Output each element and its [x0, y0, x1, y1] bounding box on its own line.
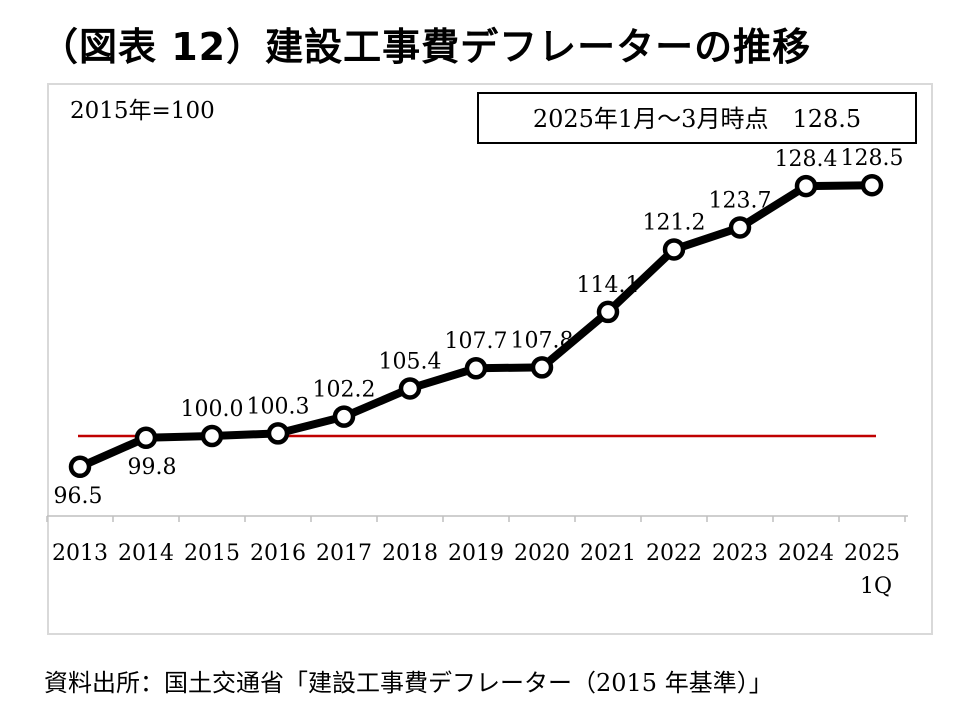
data-label: 114.1 — [577, 273, 640, 298]
x-tick-label: 2017 — [316, 541, 372, 566]
data-point — [794, 174, 818, 198]
data-label: 96.5 — [54, 484, 103, 509]
data-label: 105.4 — [379, 349, 442, 374]
data-label: 99.8 — [128, 455, 177, 480]
data-label: 121.2 — [643, 210, 706, 235]
data-point — [332, 405, 356, 428]
x-tick-label: 2019 — [448, 541, 504, 566]
data-label: 100.3 — [247, 394, 310, 419]
chart-frame — [47, 83, 933, 635]
data-point — [530, 356, 554, 379]
data-label: 107.7 — [445, 329, 508, 354]
x-tick-label: 2025 1Q — [844, 541, 900, 599]
x-tick-label: 2023 — [712, 541, 768, 566]
base-note: 2015年=100 — [70, 98, 215, 124]
data-label: 107.8 — [511, 328, 574, 353]
source-note: 資料出所：国土交通省「建設工事費デフレーター（2015 年基準）」 — [44, 669, 773, 697]
x-tick-label: 2024 — [778, 541, 834, 566]
x-tick-label: 2014 — [118, 541, 174, 566]
data-point — [662, 238, 686, 261]
data-point — [398, 377, 422, 400]
data-label: 100.0 — [181, 397, 244, 422]
data-point — [134, 426, 158, 450]
callout-box — [477, 92, 917, 144]
data-point — [860, 173, 884, 197]
data-point — [596, 300, 620, 324]
data-label: 128.5 — [841, 146, 904, 171]
x-tick-label: 2013 — [52, 541, 108, 566]
data-label: 123.7 — [709, 188, 772, 213]
x-tick-label: 2016 — [250, 541, 306, 566]
data-label: 102.2 — [313, 378, 376, 403]
x-tick-label: 2020 — [514, 541, 570, 566]
data-point — [464, 356, 488, 380]
data-point — [266, 422, 290, 445]
x-tick-label: 2021 — [580, 541, 636, 566]
data-point — [200, 424, 224, 448]
data-point — [68, 455, 92, 479]
x-tick-label: 2018 — [382, 541, 438, 566]
x-tick-label: 2022 — [646, 541, 702, 566]
x-tick-label: 2015 — [184, 541, 240, 566]
data-label: 128.4 — [775, 147, 838, 172]
callout-text: 2025年1月～3月時点 128.5 — [533, 105, 861, 133]
chart-title: （図表 12）建設工事費デフレーターの推移 — [40, 25, 812, 69]
data-point — [728, 216, 752, 239]
series-line — [78, 181, 873, 471]
